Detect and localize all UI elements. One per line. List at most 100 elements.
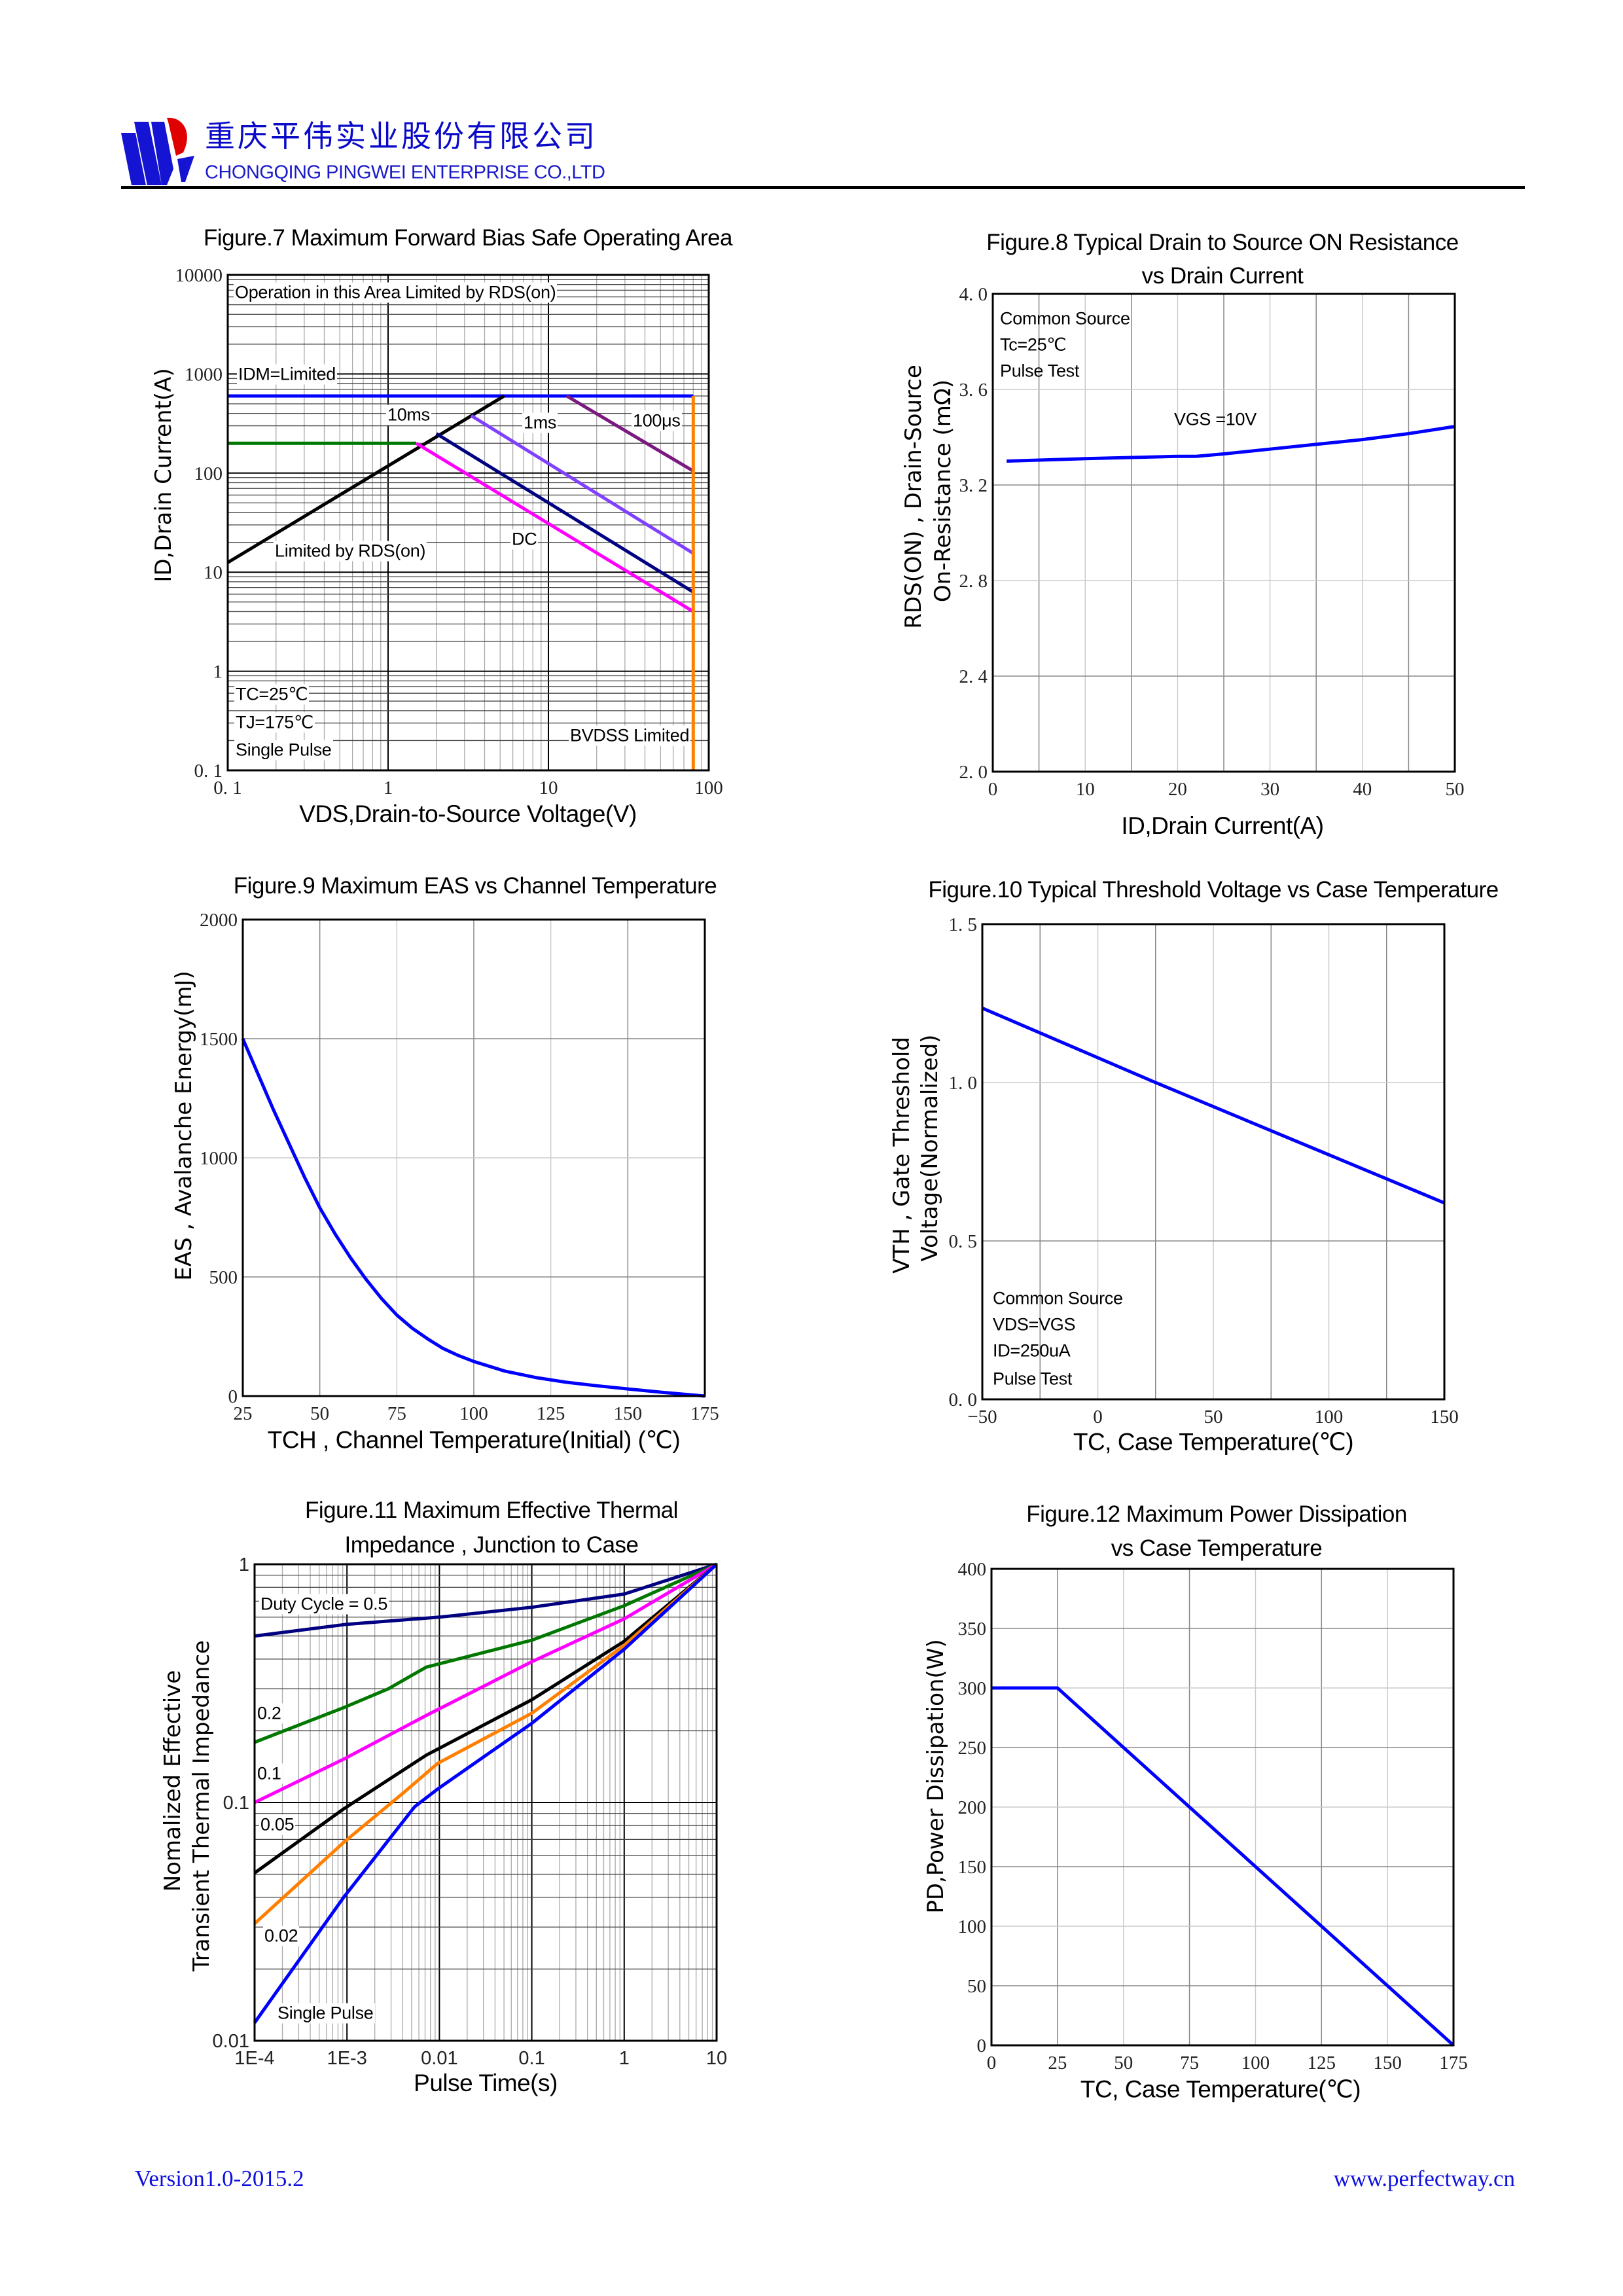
annotation: Pulse Test <box>993 1369 1073 1389</box>
x-tick-label: 30 <box>1260 779 1279 800</box>
x-tick-label: 10 <box>1076 779 1095 800</box>
series-line <box>1007 425 1455 463</box>
series-line <box>253 1563 718 2024</box>
plot-frame <box>990 1568 1455 2047</box>
series-line <box>991 1686 1455 2047</box>
plot-area: 0 25 50 75 100 125 150 175 0 50 100 150 200 250 300 350… <box>958 1559 1468 2073</box>
x-axis-label: Pulse Time(s) <box>414 2070 558 2096</box>
series-line <box>253 1563 718 1925</box>
header-divider <box>121 186 1525 189</box>
chart-title: vs Case Temperature <box>1111 1535 1323 1561</box>
y-tick-label: 0. 0 <box>949 1390 978 1410</box>
annotation: 1ms <box>522 412 558 433</box>
y-tick-label: 0. 5 <box>949 1231 978 1252</box>
series-line <box>435 432 694 594</box>
x-tick-label: 175 <box>1439 2053 1468 2073</box>
series-label: 0.1 <box>256 1763 283 1784</box>
y-axis-label: Transient Thermal Impedance <box>188 1640 215 1971</box>
x-tick-label: 100 <box>1241 2053 1270 2073</box>
x-tick-label: 150 <box>1430 1407 1459 1427</box>
x-axis-label: VDS,Drain-to-Source Voltage(V) <box>299 800 637 827</box>
x-tick-label: 125 <box>1308 2053 1336 2073</box>
y-axis-label: RDS(ON) , Drain-Source <box>901 365 927 629</box>
plot-frame <box>981 923 1446 1401</box>
y-tick-label: 1500 <box>200 1029 238 1050</box>
chart-title: Figure.7 Maximum Forward Bias Safe Opera… <box>203 225 733 251</box>
series-line <box>254 1562 717 1638</box>
y-tick-label: 10 <box>204 562 223 583</box>
y-tick-label: 500 <box>209 1267 238 1288</box>
chart-title: Figure.12 Maximum Power Dissipation <box>1026 1501 1407 1527</box>
x-tick-label: 50 <box>1446 779 1465 800</box>
series-line <box>253 1563 718 1874</box>
plot-area: 0 10 20 30 40 50 2. 0 2. 4 2. 8 3. 2 3. 6 4. 0 <box>959 284 1465 800</box>
x-tick-label: 0. 1 <box>213 778 242 798</box>
y-tick-label: 50 <box>967 1976 986 1997</box>
annotation: TJ=175℃ <box>234 712 315 733</box>
x-tick-label: 75 <box>1180 2053 1199 2073</box>
series-label: 0.02 <box>263 1926 300 1946</box>
chart-title: Figure.11 Maximum Effective Thermal <box>305 1498 678 1523</box>
y-tick-label: 4. 0 <box>959 284 988 305</box>
y-tick-label: 3. 6 <box>959 380 988 401</box>
y-axis-label: Nomalized Effective <box>160 1670 186 1892</box>
x-tick-label: 100 <box>694 778 723 798</box>
y-tick-label: 1000 <box>185 364 223 385</box>
series-label: 0.05 <box>259 1814 296 1835</box>
annotation: DC <box>510 529 539 550</box>
x-tick-label: 150 <box>1373 2053 1402 2073</box>
x-tick-label: 0.01 <box>421 2048 457 2069</box>
x-axis-label: TC, Case Temperature(℃) <box>1080 2075 1361 2103</box>
y-tick-label: 0.01 <box>213 2031 249 2052</box>
annotation: ID=250uA <box>993 1340 1071 1361</box>
x-tick-label: 175 <box>690 1403 719 1424</box>
x-tick-label: 10 <box>706 2048 727 2069</box>
x-tick-label: 1E-3 <box>327 2048 367 2069</box>
y-tick-label: 2000 <box>200 910 238 931</box>
y-tick-label: 0 <box>977 2036 987 2056</box>
x-tick-label: 50 <box>310 1403 329 1424</box>
y-axis-label: PD,Power Dissipation(W) <box>923 1639 949 1914</box>
plot-frame <box>226 274 710 772</box>
y-axis-label: On-Resistance (mΩ) <box>930 379 956 603</box>
plot-frame <box>253 1563 718 2042</box>
annotation: Operation in this Area Limited by RDS(on… <box>234 282 558 303</box>
y-tick-label: 0.1 <box>223 1793 249 1814</box>
y-tick-label: 100 <box>194 463 223 484</box>
x-tick-label: 0 <box>1093 1407 1103 1427</box>
annotation: Single Pulse <box>234 740 333 761</box>
plot-frame <box>991 293 1456 773</box>
x-tick-label: 1E-4 <box>234 2048 274 2069</box>
annotation: BVDSS Limited <box>569 725 691 746</box>
y-tick-label: 1 <box>239 1554 249 1575</box>
y-tick-label: 1 <box>213 662 223 683</box>
grid <box>243 920 705 1396</box>
plot-area: 0. 1 1 10 100 0. 1 1 10 100 1000 10000 <box>175 265 723 798</box>
x-tick-label: 50 <box>1204 1407 1223 1427</box>
version-text: Version1.0-2015.2 <box>135 2166 304 2191</box>
x-tick-label: 25 <box>234 1403 253 1424</box>
plot-area: 25 50 75 100 125 150 175 0 500 1000 1500 2000 <box>200 910 719 1424</box>
x-tick-label: 1 <box>619 2048 630 2069</box>
y-tick-label: 350 <box>958 1619 987 1640</box>
website-link[interactable]: www.perfectway.cn <box>1333 2166 1515 2191</box>
annotation: Common Source <box>993 1288 1123 1308</box>
y-tick-label: 0. 1 <box>194 761 223 781</box>
y-tick-label: 3. 2 <box>959 475 988 496</box>
x-tick-label: 100 <box>1315 1407 1344 1427</box>
annotation: TC=25℃ <box>234 684 310 705</box>
x-tick-label: 0 <box>987 2053 997 2073</box>
series-line <box>982 1007 1445 1205</box>
annotation: Limited by RDS(on) <box>274 541 427 562</box>
y-tick-label: 1. 0 <box>949 1073 978 1094</box>
grid <box>982 924 1444 1399</box>
annotation: VDS=VGS <box>993 1314 1076 1335</box>
y-tick-label: 100 <box>958 1916 987 1937</box>
x-tick-label: 100 <box>459 1403 488 1424</box>
series-label: Single Pulse <box>276 2003 375 2024</box>
y-tick-label: 2. 8 <box>959 571 988 592</box>
plot-area: 1E-4 1E-3 0.01 0.1 1 10 0.01 0.1 1 <box>213 1554 728 2069</box>
y-axis-label: VTH , Gate Threshold <box>889 1037 915 1274</box>
x-tick-label: 40 <box>1353 779 1372 800</box>
y-axis-label: EAS , Avalanche Energy(mJ) <box>171 971 197 1281</box>
